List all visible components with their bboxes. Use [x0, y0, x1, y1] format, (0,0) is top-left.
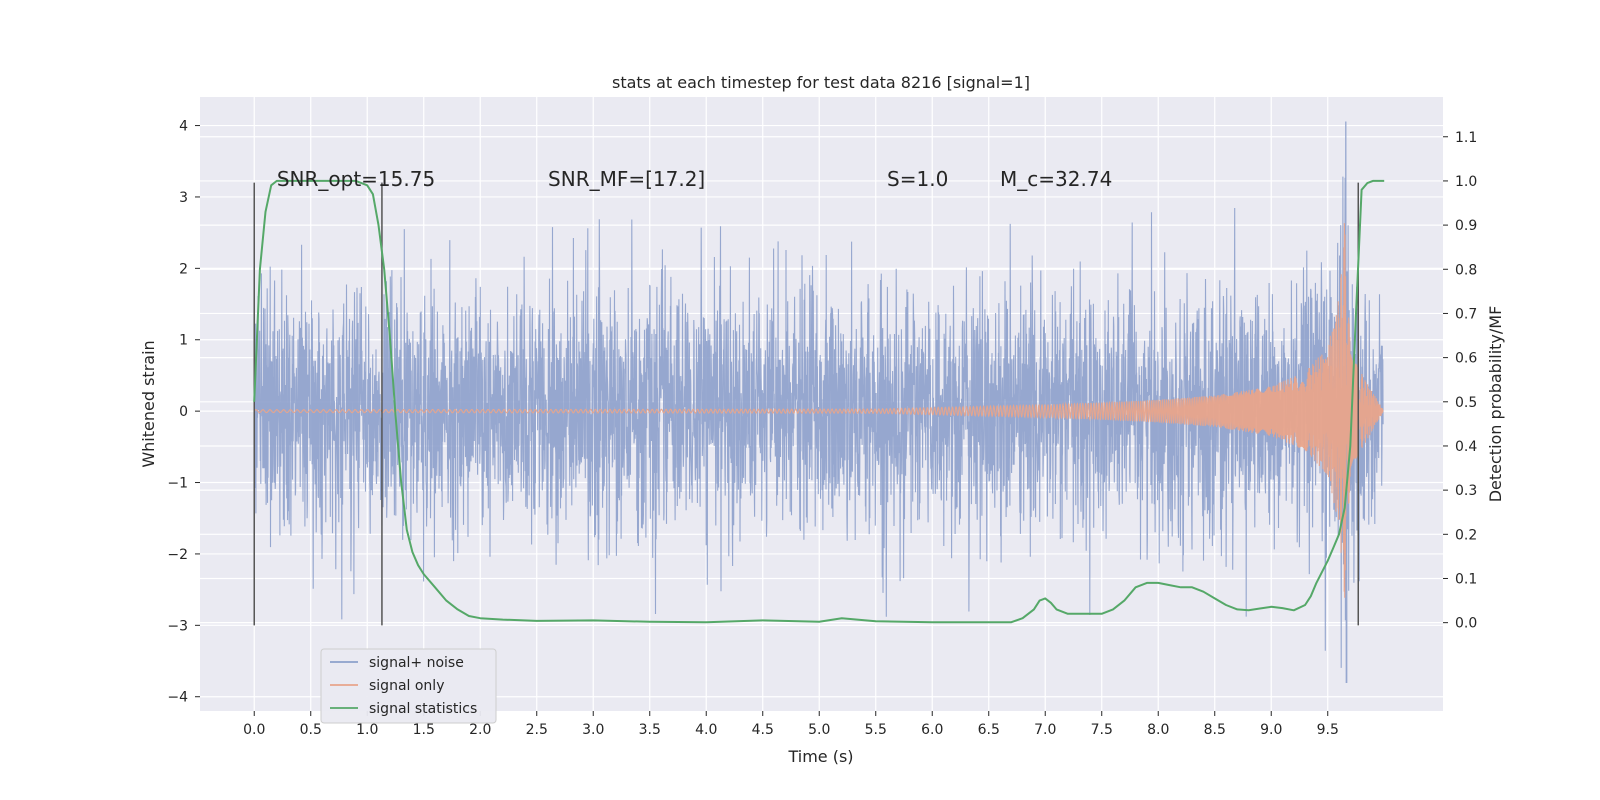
y-tick-label-2: −2: [167, 547, 188, 563]
x-tick-label-2: 1.0: [356, 722, 378, 738]
y2-tick-label-7: 0.7: [1455, 306, 1477, 322]
y-tick-label-8: 4: [179, 119, 188, 135]
series-signal-only: [253, 223, 1384, 598]
x-tick-label-0: 0.0: [243, 722, 265, 738]
x-tick-label-18: 9.0: [1260, 722, 1282, 738]
y2-axis-label: Detection probability/MF: [1486, 306, 1505, 503]
legend-label-signal-noise: signal+ noise: [369, 655, 464, 671]
y-axis-left: −4 −3 −2 −1 0 1 2 3 4: [167, 119, 200, 706]
x-tick-label-14: 7.0: [1034, 722, 1056, 738]
x-tick-label-12: 6.0: [921, 722, 943, 738]
x-tick-label-10: 5.0: [808, 722, 830, 738]
series-signal-statistics: [253, 179, 1385, 624]
x-tick-label-3: 1.5: [413, 722, 435, 738]
series-signal-noise: [253, 121, 1384, 683]
legend-label-signal-statistics: signal statistics: [369, 701, 477, 717]
y2-tick-label-6: 0.6: [1455, 351, 1477, 367]
y-axis-label: Whitened strain: [139, 340, 158, 467]
annotations: SNR_opt=15.75 SNR_MF=[17.2] S=1.0 M_c=32.74: [277, 167, 1112, 191]
y-tick-label-1: −3: [167, 618, 188, 634]
x-tick-label-16: 8.0: [1147, 722, 1169, 738]
x-tick-label-9: 4.5: [752, 722, 774, 738]
x-axis-label: Time (s): [787, 747, 853, 766]
x-tick-label-17: 8.5: [1204, 722, 1226, 738]
y2-tick-label-9: 0.9: [1455, 218, 1477, 234]
y2-tick-label-1: 0.1: [1455, 571, 1477, 587]
x-tick-label-19: 9.5: [1317, 722, 1339, 738]
y2-tick-label-8: 0.8: [1455, 262, 1477, 278]
y-tick-label-3: −1: [167, 476, 188, 492]
x-tick-label-6: 3.0: [582, 722, 604, 738]
y2-tick-label-4: 0.4: [1455, 439, 1477, 455]
y-tick-label-6: 2: [179, 261, 188, 277]
y-tick-label-5: 1: [179, 333, 188, 349]
x-tick-label-15: 7.5: [1091, 722, 1113, 738]
chart-title: stats at each timestep for test data 821…: [612, 73, 1030, 92]
y2-tick-label-11: 1.1: [1455, 130, 1477, 146]
y2-tick-label-2: 0.2: [1455, 527, 1477, 543]
x-tick-label-5: 2.5: [526, 722, 548, 738]
y2-tick-label-10: 1.0: [1455, 174, 1477, 190]
signal-noise-line: [253, 121, 1384, 683]
y2-tick-label-5: 0.5: [1455, 395, 1477, 411]
annotation-2: S=1.0: [887, 167, 948, 191]
annotation-0: SNR_opt=15.75: [277, 167, 435, 191]
x-axis: 0.0 0.5 1.0 1.5 2.0 2.5 3.0 3.5 4.0 4.5 5.0 5.5 6.0 6…: [243, 711, 1339, 738]
x-tick-label-13: 6.5: [978, 722, 1000, 738]
y-axis-right: 0.0 0.1 0.2 0.3 0.4 0.5 0.6 0.7 0.8 0.9 1.0 1.1: [1443, 130, 1477, 632]
y-tick-label-7: 3: [179, 190, 188, 206]
x-tick-label-4: 2.0: [469, 722, 491, 738]
x-tick-label-1: 0.5: [300, 722, 322, 738]
y2-tick-label-0: 0.0: [1455, 616, 1477, 632]
legend-box: [320, 648, 497, 724]
y-tick-label-0: −4: [167, 690, 188, 706]
y2-tick-label-3: 0.3: [1455, 483, 1477, 499]
x-tick-label-7: 3.5: [639, 722, 661, 738]
x-tick-label-11: 5.5: [865, 722, 887, 738]
signal-only-line: [253, 223, 1384, 598]
y-tick-label-4: 0: [179, 404, 188, 420]
legend: signal+ noise signal only signal statist…: [320, 648, 497, 724]
annotation-3: M_c=32.74: [1000, 167, 1112, 191]
x-tick-label-8: 4.0: [695, 722, 717, 738]
signal-statistics-line: [253, 179, 1385, 624]
annotation-1: SNR_MF=[17.2]: [548, 167, 705, 191]
legend-label-signal-only: signal only: [369, 678, 444, 694]
